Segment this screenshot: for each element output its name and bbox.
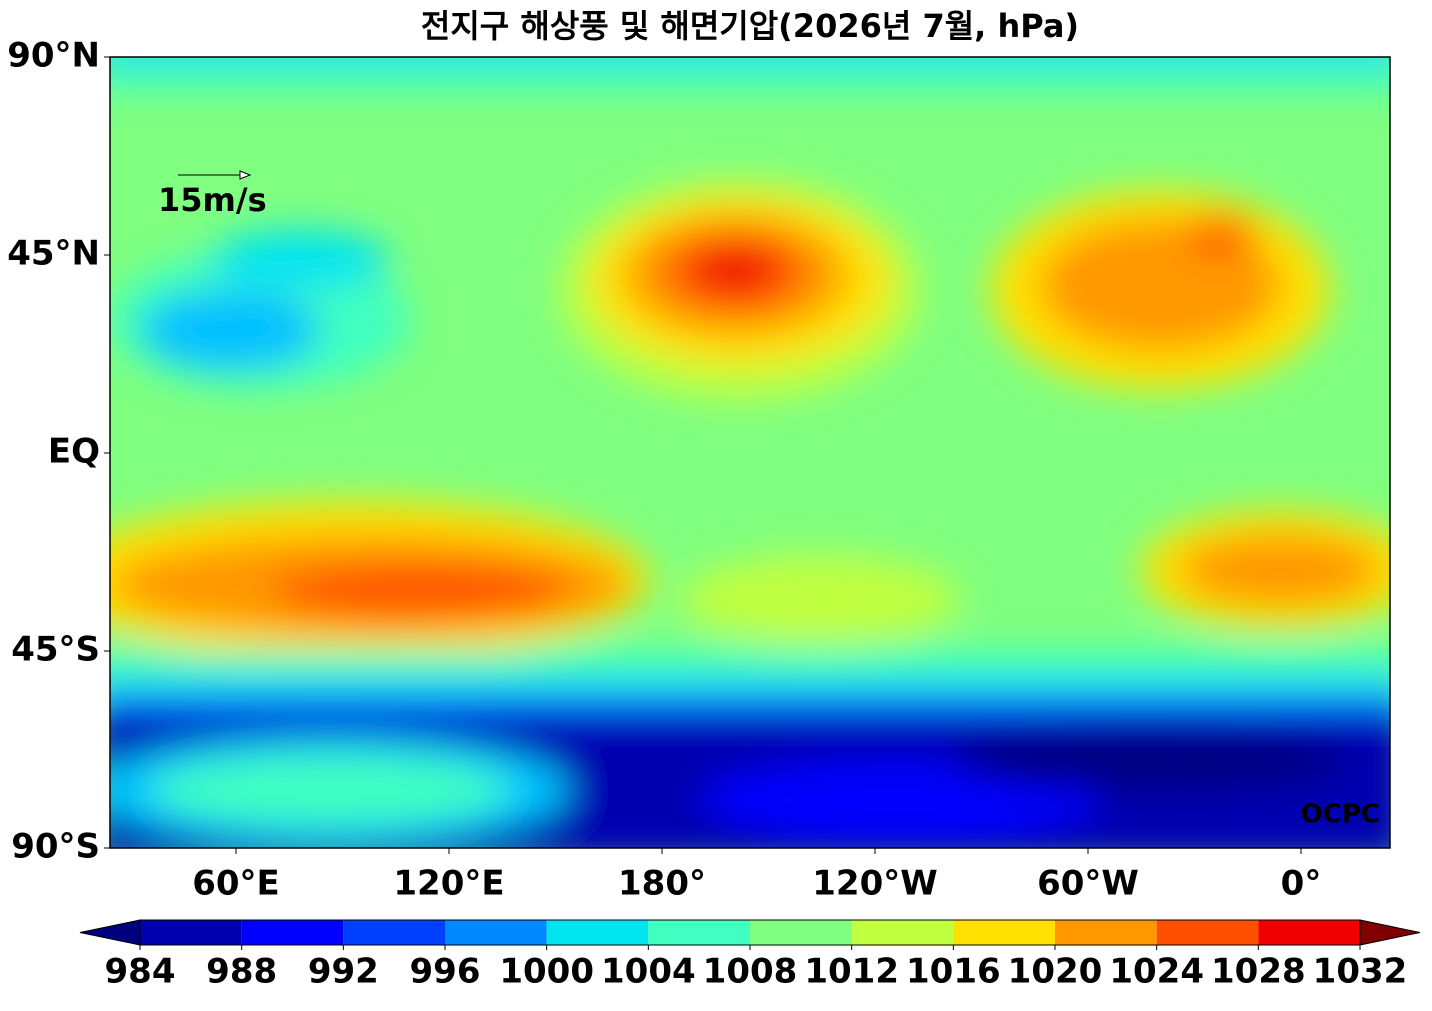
lon-label: 60°E — [192, 864, 280, 904]
title: 전지구 해상풍 및 해면기압(2026년 7월, hPa) — [421, 7, 1079, 45]
colorbar-tick-label: 1020 — [1008, 952, 1103, 992]
colorbar-segment — [445, 920, 547, 945]
lon-label: 0° — [1281, 864, 1322, 904]
lon-label: 120°E — [393, 864, 504, 904]
colorbar-segment — [750, 920, 852, 945]
colorbar-tick-label: 1000 — [499, 952, 594, 992]
colorbar-tick-label: 1032 — [1313, 952, 1408, 992]
colorbar-segment — [1258, 920, 1360, 945]
reference-vector-label: 15m/s — [158, 181, 267, 219]
colorbar-tick-label: 988 — [206, 952, 277, 992]
colorbar-segment — [241, 920, 344, 945]
lat-label: 90°S — [11, 827, 100, 867]
lat-label: 45°S — [11, 630, 100, 670]
colorbar-tick-label: 1028 — [1211, 952, 1306, 992]
colorbar-tick-label: 1016 — [906, 952, 1001, 992]
colorbar-over — [1359, 919, 1421, 946]
colorbar-tick-label: 992 — [308, 952, 379, 992]
colorbar-segment — [953, 920, 1055, 945]
lat-label: 45°N — [7, 234, 100, 274]
colorbar-tick-label: 984 — [105, 952, 176, 992]
colorbar-segment — [648, 920, 750, 945]
colorbar-segment — [343, 920, 445, 945]
colorbar-tick-label: 1012 — [804, 952, 899, 992]
colorbar-segment — [851, 920, 954, 945]
colorbar-tick-label: 1008 — [703, 952, 798, 992]
pressure-blobs — [110, 57, 1390, 848]
colorbar-segment — [1156, 920, 1259, 945]
reference-arrow-head — [239, 170, 252, 180]
lon-label: 60°W — [1037, 864, 1139, 904]
colorbar-segment — [140, 920, 242, 945]
lat-label: EQ — [48, 432, 100, 472]
colorbar-segment — [546, 920, 649, 945]
lon-label: 120°W — [812, 864, 937, 904]
credit: OCPC — [1301, 800, 1380, 830]
colorbar-tick-label: 1004 — [601, 952, 696, 992]
colorbar-segment — [1055, 920, 1157, 945]
pressure-field — [110, 57, 1390, 848]
colorbar-tick-label: 1024 — [1109, 952, 1204, 992]
colorbar-tick-label: 996 — [410, 952, 481, 992]
lat-label: 90°N — [7, 36, 100, 76]
colorbar-under — [79, 919, 141, 946]
lon-label: 180° — [618, 864, 706, 904]
